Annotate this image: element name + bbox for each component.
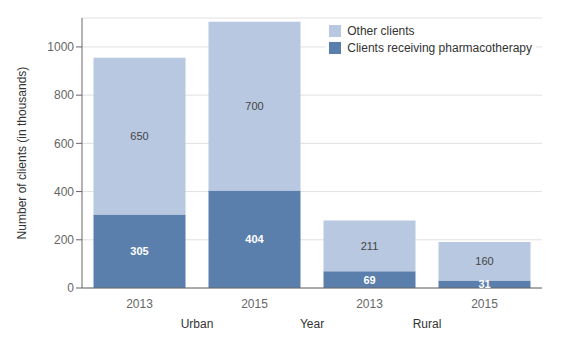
svg-text:600: 600 xyxy=(54,137,74,151)
svg-text:400: 400 xyxy=(54,185,74,199)
svg-text:305: 305 xyxy=(130,245,148,257)
svg-text:69: 69 xyxy=(363,274,375,286)
svg-text:200: 200 xyxy=(54,233,74,247)
svg-text:Year: Year xyxy=(300,317,324,331)
svg-text:31: 31 xyxy=(478,278,490,290)
svg-text:160: 160 xyxy=(475,255,493,267)
svg-text:1000: 1000 xyxy=(47,40,74,54)
svg-text:0: 0 xyxy=(67,281,74,295)
svg-text:800: 800 xyxy=(54,88,74,102)
svg-text:Number of clients (in thousand: Number of clients (in thousands) xyxy=(15,67,29,240)
svg-text:700: 700 xyxy=(245,100,263,112)
svg-text:2013: 2013 xyxy=(356,297,383,311)
svg-text:211: 211 xyxy=(361,240,379,252)
svg-text:2013: 2013 xyxy=(126,297,153,311)
svg-text:404: 404 xyxy=(245,233,264,245)
svg-text:Urban: Urban xyxy=(181,317,214,331)
svg-text:2015: 2015 xyxy=(241,297,268,311)
html-text:Clients receiving pharmacother: Clients receiving pharmacotherapy xyxy=(347,41,532,55)
html-text:Other clients: Other clients xyxy=(347,24,415,38)
svg-text:2015: 2015 xyxy=(471,297,498,311)
svg-text:Rural: Rural xyxy=(413,317,442,331)
svg-text:650: 650 xyxy=(130,130,148,142)
